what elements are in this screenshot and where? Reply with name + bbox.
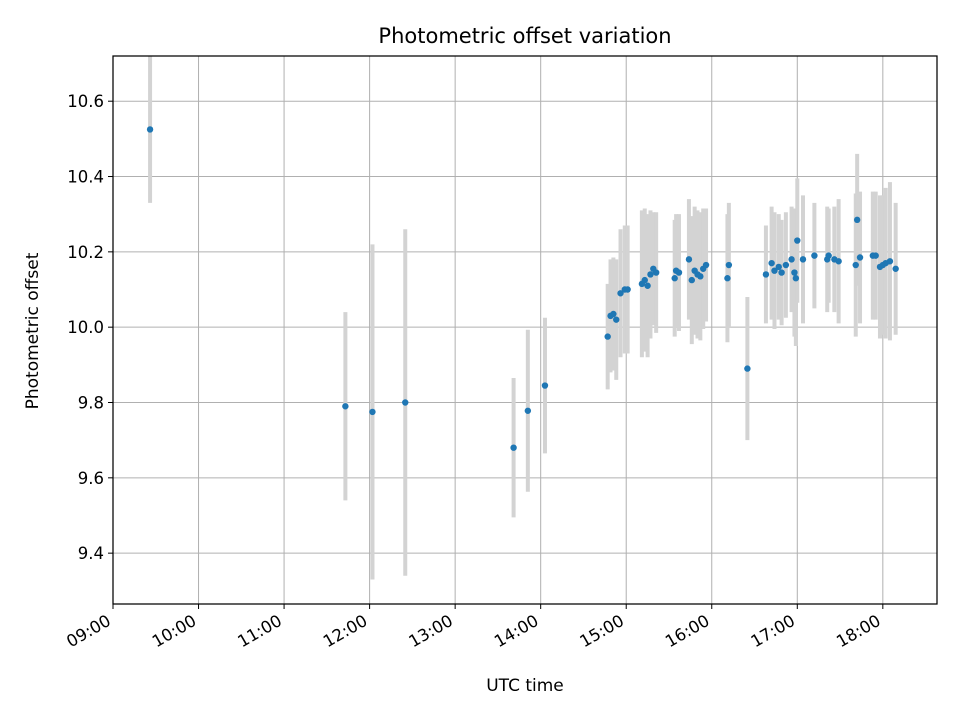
data-point [604, 333, 611, 340]
data-point [369, 408, 376, 416]
y-tick-label: 9.4 [78, 544, 104, 563]
data-point [892, 265, 899, 272]
plot-frame [112, 55, 938, 605]
x-tick-label: 10:00 [149, 611, 200, 651]
chart-title: Photometric offset variation [378, 24, 671, 48]
data-point [825, 252, 832, 259]
data-point [146, 126, 154, 133]
data-point [762, 271, 770, 278]
data-point [782, 261, 790, 269]
y-tick-label: 10.2 [67, 243, 104, 262]
data-point [702, 261, 710, 269]
x-tick-label: 17:00 [748, 611, 799, 651]
y-axis-ticks: 9.4 9.6 9.8 10.0 10.2 10.4 10.6 [67, 92, 113, 563]
y-tick-label: 9.6 [78, 469, 104, 488]
data-point [771, 267, 778, 274]
data-point [652, 269, 660, 276]
grid [113, 56, 937, 604]
x-axis-label: UTC time [486, 676, 564, 696]
data-point [647, 271, 654, 278]
data-point [724, 275, 731, 282]
data-point [768, 259, 775, 267]
data-point [856, 254, 864, 261]
data-point [886, 258, 894, 265]
data-point [799, 256, 807, 263]
data-point [852, 261, 859, 269]
data-point [788, 256, 795, 263]
data-point [811, 252, 818, 259]
data-point [794, 237, 801, 244]
data-point [744, 365, 751, 372]
x-tick-label: 11:00 [234, 611, 285, 651]
data-point [644, 282, 651, 289]
y-tick-label: 10.6 [67, 92, 104, 111]
data-point [688, 276, 695, 284]
data-point [617, 290, 624, 297]
data-point [402, 399, 409, 406]
data-point [697, 273, 704, 280]
data-point [610, 310, 617, 318]
x-tick-label: 18:00 [833, 611, 884, 651]
x-tick-label: 12:00 [320, 611, 371, 651]
data-point [685, 256, 693, 263]
x-tick-label: 15:00 [577, 611, 628, 651]
y-tick-label: 10.4 [67, 168, 104, 187]
data-point [791, 269, 798, 276]
data-point [725, 261, 733, 269]
data-point [675, 269, 683, 276]
errorbars [148, 56, 898, 580]
data-point [613, 316, 620, 323]
data-point [853, 216, 861, 224]
data-point [778, 269, 785, 276]
data-point [835, 258, 842, 265]
data-point [541, 382, 549, 389]
y-tick-label: 10.0 [67, 318, 104, 337]
data-point [342, 403, 349, 410]
data-point [775, 263, 782, 271]
data-point [872, 252, 879, 259]
x-tick-label: 13:00 [405, 611, 456, 651]
x-axis-ticks: 09:00 10:00 11:00 12:00 13:00 14:00 15:00 16:00… [63, 604, 884, 651]
x-tick-label: 16:00 [662, 611, 713, 651]
data-points [146, 126, 899, 451]
data-point [792, 275, 800, 282]
data-point [510, 444, 517, 451]
data-point [671, 275, 678, 282]
data-point [641, 276, 648, 284]
y-tick-label: 9.8 [78, 394, 104, 413]
y-axis-label: Photometric offset [23, 252, 43, 409]
x-tick-label: 09:00 [63, 611, 114, 651]
data-point [624, 286, 631, 293]
x-tick-label: 14:00 [491, 611, 542, 651]
data-point [524, 407, 532, 414]
